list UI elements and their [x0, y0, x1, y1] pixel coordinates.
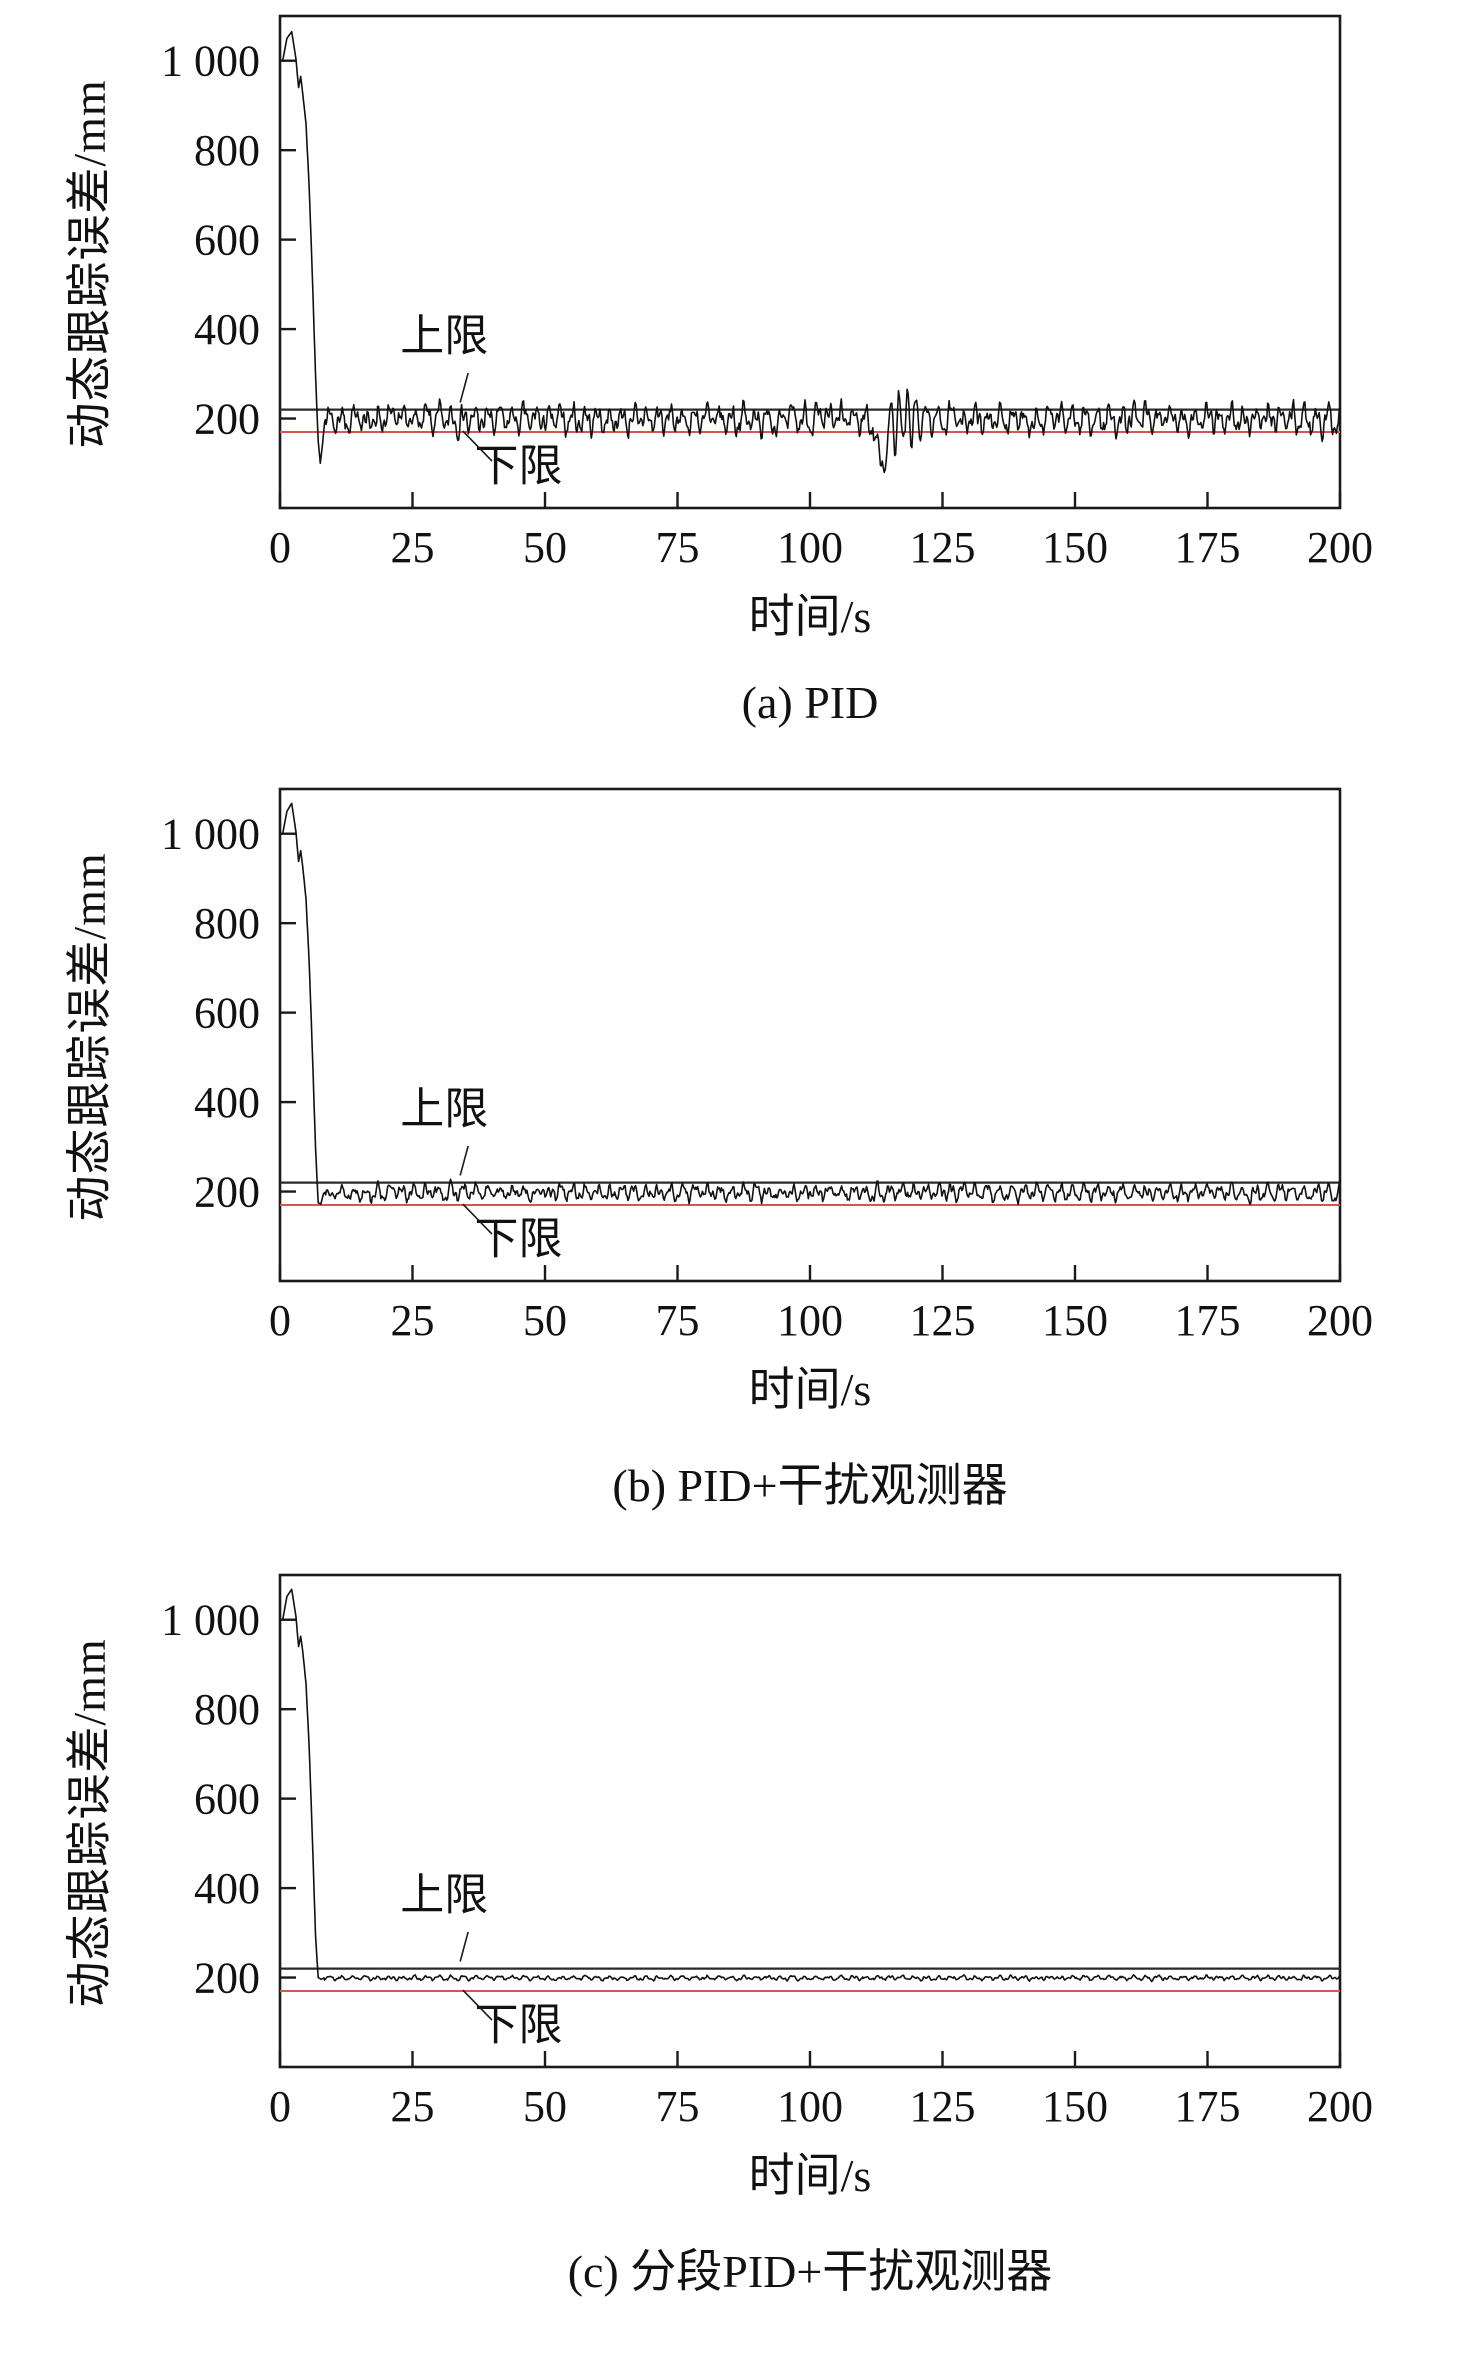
x-tick-label: 0 — [269, 2082, 291, 2131]
x-tick-label: 150 — [1042, 2082, 1108, 2131]
x-tick-label: 175 — [1175, 1296, 1241, 1345]
x-axis-label: 时间/s — [748, 2150, 872, 2201]
y-tick-label: 200 — [194, 1954, 260, 2003]
x-tick-label: 75 — [656, 2082, 700, 2131]
plot-frame — [278, 1573, 1342, 2069]
upper-limit-label: 上限 — [400, 1085, 488, 1134]
annotation-leader-line — [459, 372, 469, 403]
signal-line — [281, 802, 1341, 1206]
x-tick-label: 100 — [777, 2082, 843, 2131]
chart-b-plot: 200 400 600 800 1 000 0 25 50 75 100 125 150 175 200 上… — [161, 787, 1373, 1345]
x-tick-label: 25 — [391, 1296, 435, 1345]
y-axis-label: 动态跟踪误差/mm — [64, 79, 115, 449]
x-axis-label: 时间/s — [748, 1364, 872, 1415]
x-tick-label: 100 — [777, 523, 843, 572]
plot-frame — [278, 787, 1342, 1283]
y-tick-label: 800 — [194, 126, 260, 175]
plot-frame — [278, 14, 1342, 510]
y-tick-label: 200 — [194, 1168, 260, 1217]
signal-line — [281, 1588, 1341, 1983]
y-axis-label: 动态跟踪误差/mm — [64, 1638, 115, 2008]
y-tick-label: 600 — [194, 989, 260, 1038]
chart-c-plot: 200 400 600 800 1 000 0 25 50 75 100 125 150 175 200 上… — [161, 1573, 1373, 2131]
annotation-leader-line — [462, 1203, 493, 1235]
annotation-leader-line — [459, 1931, 469, 1962]
figure-c: 动态跟踪误差/mm 200 400 600 800 1 000 0 25 50 75 100 125… — [0, 1561, 1476, 2301]
x-tick-label: 175 — [1175, 523, 1241, 572]
chart-caption: (c) 分段PID+干扰观测器 — [567, 2246, 1053, 2297]
x-tick-label: 125 — [910, 1296, 976, 1345]
x-tick-label: 25 — [391, 523, 435, 572]
y-tick-label: 400 — [194, 1864, 260, 1913]
x-tick-label: 75 — [656, 1296, 700, 1345]
figure-b: 动态跟踪误差/mm 200 400 600 800 1 000 0 25 50 75 100 125… — [0, 775, 1476, 1515]
upper-limit-label: 上限 — [400, 1871, 488, 1920]
x-tick-label: 75 — [656, 523, 700, 572]
y-tick-label: 200 — [194, 395, 260, 444]
annotation-leader-line — [462, 1989, 493, 2021]
x-tick-label: 200 — [1307, 2082, 1373, 2131]
y-tick-label: 1 000 — [161, 810, 260, 859]
annotation-leader-line — [462, 430, 493, 462]
x-tick-label: 50 — [523, 1296, 567, 1345]
upper-limit-label: 上限 — [400, 312, 488, 361]
figure-a: 动态跟踪误差/mm 200 400 600 800 1 000 0 25 50 75 100 125… — [0, 2, 1476, 729]
x-axis-label: 时间/s — [748, 591, 872, 642]
chart-caption: (b) PID+干扰观测器 — [612, 1460, 1008, 1511]
x-tick-label: 50 — [523, 2082, 567, 2131]
y-tick-label: 1 000 — [161, 1596, 260, 1645]
x-tick-label: 0 — [269, 1296, 291, 1345]
y-axis-label: 动态跟踪误差/mm — [64, 852, 115, 1222]
y-tick-label: 400 — [194, 305, 260, 354]
x-tick-label: 125 — [910, 2082, 976, 2131]
x-tick-label: 100 — [777, 1296, 843, 1345]
chart-caption: (a) PID — [741, 677, 879, 728]
x-tick-label: 175 — [1175, 2082, 1241, 2131]
signal-line — [281, 30, 1341, 474]
x-tick-label: 50 — [523, 523, 567, 572]
lower-limit-label: 下限 — [475, 2000, 563, 2049]
y-tick-label: 1 000 — [161, 37, 260, 86]
x-tick-label: 200 — [1307, 1296, 1373, 1345]
annotation-leader-line — [459, 1145, 469, 1176]
chart-a-plot: 200 400 600 800 1 000 0 25 50 75 100 125 150 175 200 上… — [161, 14, 1373, 572]
x-tick-label: 25 — [391, 2082, 435, 2131]
y-tick-label: 600 — [194, 216, 260, 265]
lower-limit-label: 下限 — [475, 1214, 563, 1263]
y-tick-label: 400 — [194, 1078, 260, 1127]
y-tick-label: 600 — [194, 1775, 260, 1824]
x-tick-label: 150 — [1042, 523, 1108, 572]
x-tick-label: 0 — [269, 523, 291, 572]
x-tick-label: 125 — [910, 523, 976, 572]
x-tick-label: 200 — [1307, 523, 1373, 572]
lower-limit-label: 下限 — [475, 441, 563, 490]
y-tick-label: 800 — [194, 899, 260, 948]
x-tick-label: 150 — [1042, 1296, 1108, 1345]
y-tick-label: 800 — [194, 1685, 260, 1734]
